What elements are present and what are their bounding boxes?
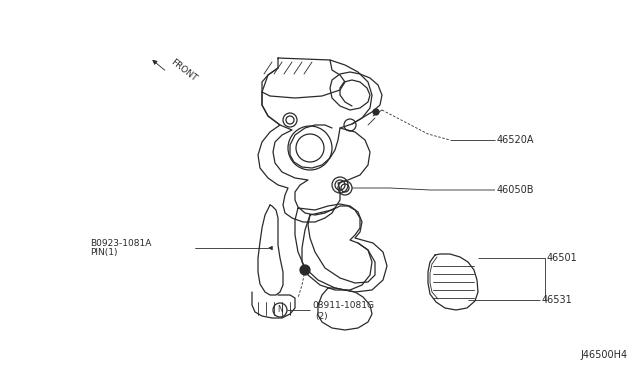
- Text: (2): (2): [315, 312, 328, 321]
- Text: 46520A: 46520A: [497, 135, 534, 145]
- Circle shape: [300, 265, 310, 275]
- Text: J46500H4: J46500H4: [581, 350, 628, 360]
- Text: 46501: 46501: [547, 253, 578, 263]
- Text: FRONT: FRONT: [169, 58, 198, 84]
- Text: B0923-1081A: B0923-1081A: [90, 238, 152, 247]
- Text: 46531: 46531: [542, 295, 573, 305]
- Text: 46050B: 46050B: [497, 185, 534, 195]
- Text: N: N: [277, 305, 283, 314]
- Text: 08911-1081G: 08911-1081G: [312, 301, 374, 311]
- Text: PIN(1): PIN(1): [90, 248, 118, 257]
- Circle shape: [373, 109, 379, 115]
